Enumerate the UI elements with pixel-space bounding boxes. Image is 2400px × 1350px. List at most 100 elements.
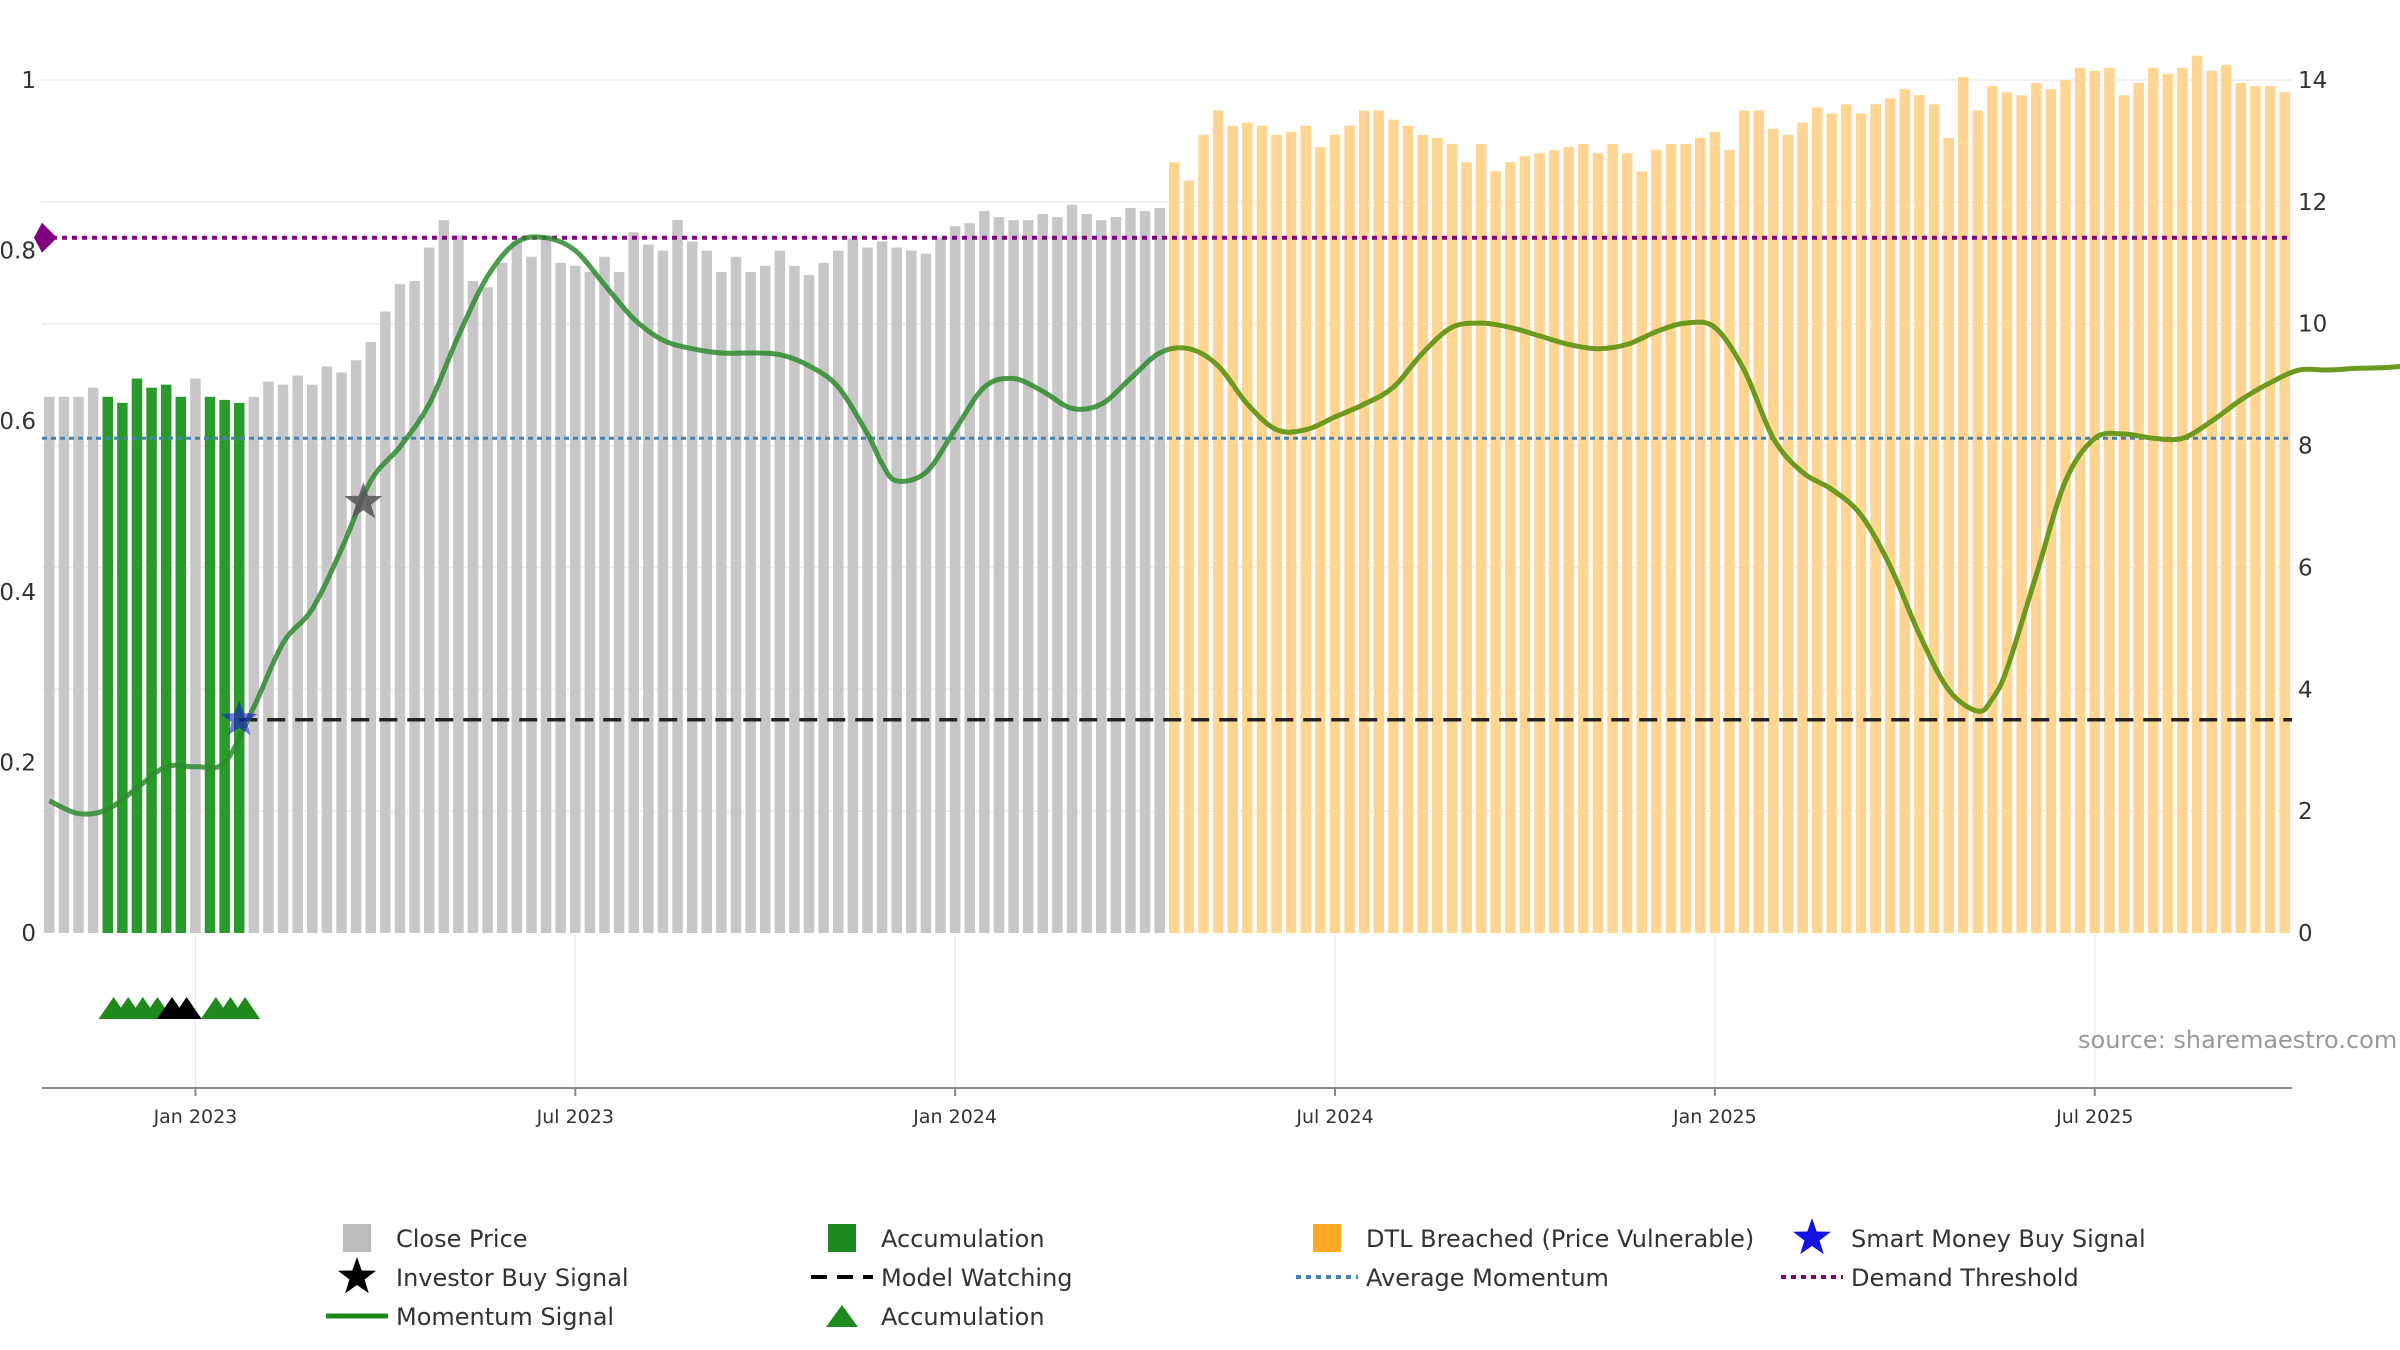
price-bar <box>1432 137 1443 933</box>
price-bar <box>117 402 128 934</box>
price-bar <box>949 226 961 933</box>
price-bar <box>701 250 713 934</box>
price-bar <box>482 287 493 934</box>
left-axis-tick: 0.8 <box>0 239 36 265</box>
price-bar <box>190 378 201 933</box>
price-bar <box>2235 83 2247 933</box>
demand-threshold-marker <box>34 222 57 253</box>
price-bar <box>1972 110 1984 933</box>
price-bar <box>2016 95 2027 934</box>
price-bar <box>1899 89 1911 933</box>
x-axis-tick: Jan 2024 <box>912 1106 997 1128</box>
price-bar <box>876 241 888 934</box>
price-bar <box>2206 70 2217 933</box>
price-bar <box>716 271 727 933</box>
price-bar <box>394 284 406 933</box>
price-bar <box>409 281 420 933</box>
price-bar <box>1811 107 1823 934</box>
price-bar <box>1607 143 1618 934</box>
price-bar <box>292 375 303 934</box>
price-bar <box>1125 207 1136 933</box>
price-bar <box>160 384 172 934</box>
left-axis-tick: 1 <box>21 68 36 94</box>
price-bar <box>2001 92 2013 933</box>
price-bar <box>175 396 187 933</box>
left-axis-tick: 0.4 <box>0 580 36 606</box>
price-bar <box>1578 143 1589 934</box>
legend-swatch <box>343 1224 371 1252</box>
price-bar <box>730 256 742 933</box>
price-bar <box>803 274 815 933</box>
price-bar <box>1958 76 1969 934</box>
price-bar <box>1490 171 1501 934</box>
price-bar <box>847 238 859 933</box>
signal-lines <box>42 234 2400 817</box>
price-bar <box>584 271 596 933</box>
legend-item: Demand Threshold <box>1781 1264 2079 1292</box>
price-bar <box>1592 153 1604 934</box>
price-bar <box>2250 86 2261 934</box>
price-bar <box>1358 110 1370 933</box>
price-bar <box>1212 110 1224 933</box>
price-bar <box>789 265 800 933</box>
price-bar <box>233 402 245 934</box>
price-bar <box>496 262 508 933</box>
price-bar <box>511 241 523 934</box>
price-bar <box>146 387 157 933</box>
price-bar <box>1344 125 1355 934</box>
right-axis-tick: 14 <box>2298 68 2327 94</box>
price-bar <box>526 256 537 933</box>
price-bar <box>759 265 771 933</box>
price-bar <box>774 250 786 934</box>
price-bar <box>1169 162 1180 934</box>
price-bar <box>1242 122 1253 933</box>
price-bar <box>2264 86 2276 934</box>
price-bar <box>2162 73 2174 933</box>
right-axis-tick: 12 <box>2298 190 2327 216</box>
price-bar <box>1695 137 1706 933</box>
price-bar <box>1636 171 1648 934</box>
price-bar <box>1256 125 1268 934</box>
price-bar <box>1680 143 1691 934</box>
price-bar <box>1826 113 1838 933</box>
price-bar <box>1315 147 1326 933</box>
price-bar <box>1198 134 1209 934</box>
legend-swatch <box>828 1224 856 1252</box>
price-bar <box>2279 92 2290 933</box>
smart-money-buy-star <box>221 700 258 736</box>
legend-label: Momentum Signal <box>396 1303 614 1331</box>
price-bar <box>2045 89 2057 933</box>
price-bar <box>745 271 756 933</box>
price-bar <box>131 378 143 933</box>
price-bar <box>1768 128 1779 933</box>
legend-item: Close Price <box>343 1224 528 1253</box>
price-bar <box>1548 150 1560 933</box>
price-bar <box>628 232 639 934</box>
price-bar <box>979 210 990 933</box>
price-bar <box>1914 95 1925 934</box>
right-axis-tick: 2 <box>2298 799 2313 825</box>
price-bar <box>1987 86 1998 934</box>
legend-star-icon <box>1793 1218 1831 1255</box>
price-bar <box>467 281 479 933</box>
price-bar <box>1154 207 1165 933</box>
price-bar <box>1738 110 1750 933</box>
price-bar <box>2074 67 2086 934</box>
price-bar <box>1519 156 1531 934</box>
price-bar <box>1329 134 1341 934</box>
price-bar <box>1475 143 1487 934</box>
price-bar <box>1724 150 1735 933</box>
x-axis-tick: Jul 2023 <box>536 1106 614 1128</box>
investor-buy-star <box>344 482 383 519</box>
price-bar <box>613 271 625 933</box>
left-axis-tick: 0.2 <box>0 750 36 776</box>
price-bar <box>1797 122 1808 933</box>
price-bar <box>438 220 450 933</box>
price-bar <box>1081 214 1092 934</box>
price-bar <box>1052 217 1063 933</box>
price-bar <box>1753 110 1764 933</box>
right-axis-tick: 10 <box>2298 312 2327 338</box>
price-bar <box>453 235 464 933</box>
price-bar <box>862 247 873 933</box>
